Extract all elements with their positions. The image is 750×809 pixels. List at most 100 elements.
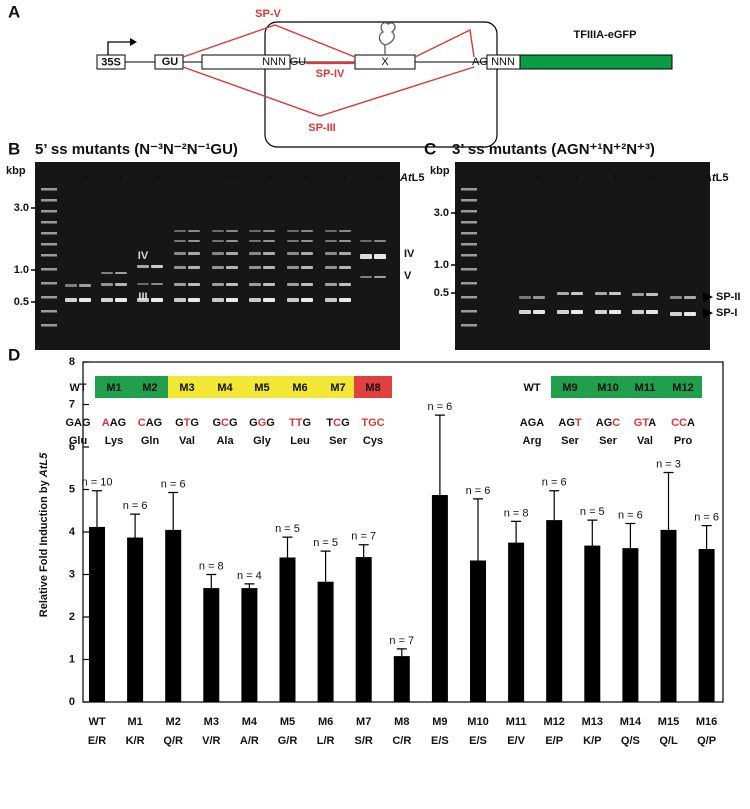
codon: CCA <box>671 417 695 429</box>
gel-band <box>670 296 682 299</box>
x-tick-label: M1 <box>127 716 142 728</box>
x-tick-label: M11 <box>506 716 527 728</box>
amino-acid: Val <box>179 435 195 447</box>
gel-band <box>137 298 149 302</box>
gel-band <box>174 252 186 255</box>
ladder-band <box>41 221 57 224</box>
amino-acid: Ala <box>216 435 234 447</box>
bar <box>546 520 563 702</box>
codon-base: G <box>266 417 275 429</box>
ladder-band <box>41 232 57 235</box>
gel-band <box>249 283 261 286</box>
codon: GGG <box>249 417 275 429</box>
y-label-part: AtL5 <box>38 452 50 478</box>
gel-band <box>325 298 337 302</box>
exon1 <box>154 54 184 70</box>
ladder-band <box>461 282 477 285</box>
gel-band <box>595 292 607 295</box>
gel-band <box>174 230 186 232</box>
error-bar <box>206 573 217 589</box>
codon-base: A <box>520 417 528 429</box>
panel-label: B <box>8 139 20 158</box>
lane-sign: + <box>612 172 618 184</box>
n-label: n = 10 <box>82 477 113 489</box>
treatment-part: L5 <box>716 172 729 184</box>
error-bar <box>549 490 560 521</box>
gel-band <box>188 266 200 269</box>
group-box <box>626 376 664 398</box>
lane-sign: - <box>674 172 678 184</box>
ladder-band <box>41 254 57 257</box>
error-bar <box>244 583 255 589</box>
ladder-band <box>461 221 477 224</box>
gel-band <box>263 252 275 255</box>
gel-band <box>115 272 127 274</box>
codon-base: A <box>146 417 154 429</box>
bar <box>241 588 258 702</box>
hairpin <box>378 22 396 55</box>
gel-band <box>174 283 186 286</box>
sample-name: M11 <box>635 382 656 394</box>
gel-band <box>249 252 261 255</box>
codon: GCG <box>212 417 237 429</box>
gel-band <box>287 283 299 286</box>
gel-band <box>339 252 351 255</box>
codon-base: C <box>377 417 385 429</box>
group-box <box>281 376 319 398</box>
y-tick-label: 7 <box>69 398 75 410</box>
nnn: NNN <box>262 56 286 68</box>
gel-band <box>609 292 621 295</box>
x-sublabel: K/P <box>583 735 601 747</box>
gel-band <box>174 266 186 269</box>
lane-sign: + <box>304 172 310 184</box>
n-label: n = 6 <box>694 512 719 524</box>
codon-base: C <box>679 417 687 429</box>
lane-sign: + <box>342 172 348 184</box>
codon-base: T <box>184 417 191 429</box>
error-bar <box>434 414 445 496</box>
gel-band <box>557 310 569 314</box>
gel-band <box>226 283 238 286</box>
group-box <box>319 376 357 398</box>
gel-band <box>339 298 351 302</box>
amino-acid: Val <box>637 435 653 447</box>
promoter: 35S <box>101 56 121 68</box>
n-label: n = 5 <box>275 523 300 535</box>
gel-band <box>646 293 658 296</box>
gel-band <box>174 298 186 302</box>
gel-band <box>226 240 238 242</box>
gel-band <box>533 310 545 314</box>
y-axis-label: Relative Fold Induction by AtL5 <box>38 452 50 617</box>
error-bar <box>282 536 293 558</box>
group-box <box>243 376 281 398</box>
gel-band <box>249 230 261 232</box>
gel-band <box>65 284 77 287</box>
x-sublabel: Q/L <box>659 735 678 747</box>
amino-acid: Cys <box>363 435 383 447</box>
bar <box>317 581 334 702</box>
sp-label: SP-IV <box>316 68 345 80</box>
x-sublabel: E/P <box>545 735 563 747</box>
exon2 <box>201 54 291 70</box>
sp-iii-path <box>182 66 475 117</box>
group-box <box>168 376 206 398</box>
gel-band <box>301 230 313 232</box>
amino-acid: Arg <box>523 435 542 447</box>
sample-name: M3 <box>179 382 194 394</box>
error-bar <box>473 498 483 561</box>
bar <box>89 526 105 702</box>
amino-acid: Lys <box>105 435 124 447</box>
x-sublabel: L/R <box>317 735 335 747</box>
ladder-label: 3.0 <box>434 207 449 219</box>
gel-band <box>137 265 149 268</box>
lane-sign: + <box>649 172 655 184</box>
gel-band <box>571 310 583 314</box>
gel-band <box>325 283 337 286</box>
lane-sign: + <box>229 172 235 184</box>
n-label: n = 6 <box>161 478 186 490</box>
bar <box>279 557 296 702</box>
bar <box>508 542 525 702</box>
treatment-part: L5 <box>412 172 425 184</box>
gel-band <box>646 310 658 314</box>
gel-band <box>263 283 275 286</box>
